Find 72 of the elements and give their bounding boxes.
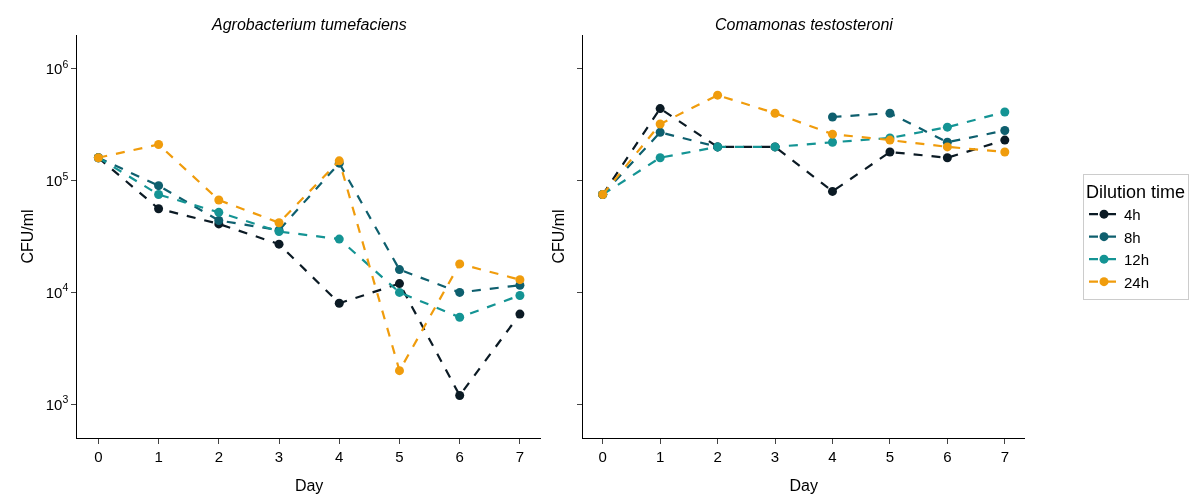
- point: [770, 108, 780, 118]
- point: [214, 195, 224, 205]
- legend-title: Dilution time: [1086, 181, 1186, 202]
- legend-label: 8h: [1124, 228, 1141, 246]
- point: [394, 265, 404, 275]
- point: [655, 119, 665, 129]
- x-tick-label: 5: [885, 448, 895, 465]
- y-tick-label: 10$^{6}$: [45, 57, 69, 77]
- x-tick-label: 7: [515, 448, 525, 465]
- x-tick-label: 0: [598, 448, 607, 465]
- point: [942, 142, 952, 152]
- y-tick-label: 10$^{4}$: [45, 281, 69, 301]
- legend-label: 12h: [1124, 251, 1150, 268]
- chart-title: Comamonas testosteroni: [715, 16, 894, 33]
- point: [154, 181, 164, 191]
- x-tick-label: 6: [943, 448, 952, 465]
- point: [214, 215, 224, 225]
- point: [885, 108, 895, 118]
- chart-title: Agrobacterium tumefaciens: [211, 16, 407, 33]
- x-tick-label: 0: [94, 448, 103, 465]
- x-axis-title: Day: [294, 476, 324, 494]
- point: [334, 298, 344, 308]
- point: [274, 218, 284, 228]
- x-tick-label: 2: [214, 448, 223, 465]
- point: [713, 90, 723, 100]
- point: [515, 275, 525, 285]
- x-tick-label: 1: [655, 448, 665, 465]
- y-axis-title: CFU/ml: [18, 209, 36, 264]
- point: [827, 129, 837, 139]
- point: [1000, 147, 1010, 157]
- x-tick-label: 3: [274, 448, 284, 465]
- point: [154, 190, 164, 200]
- point: [1000, 135, 1010, 145]
- point: [455, 312, 465, 322]
- x-tick-label: 1: [154, 448, 163, 465]
- point: [827, 112, 837, 122]
- x-tick-label: 6: [455, 448, 464, 465]
- point: [154, 204, 164, 214]
- x-tick-label: 7: [1000, 448, 1009, 465]
- legend-label: 24h: [1124, 273, 1150, 291]
- x-tick-label: 3: [770, 448, 780, 465]
- point: [655, 153, 665, 163]
- legend-label: 4h: [1124, 206, 1141, 223]
- point: [394, 366, 404, 376]
- point: [655, 104, 665, 114]
- x-tick-label: 2: [713, 448, 722, 465]
- y-tick-label: 10$^{3}$: [45, 393, 69, 413]
- point: [827, 186, 837, 196]
- point: [154, 140, 164, 150]
- point: [885, 147, 895, 157]
- point: [515, 290, 525, 300]
- y-tick-label: 10$^{5}$: [45, 169, 69, 189]
- point: [394, 279, 404, 289]
- x-axis-title: Day: [789, 476, 818, 494]
- point: [274, 239, 284, 249]
- point: [455, 259, 465, 269]
- x-tick-label: 4: [828, 448, 837, 465]
- point: [455, 287, 465, 297]
- point: [394, 287, 404, 297]
- point: [827, 137, 837, 147]
- point: [655, 127, 665, 137]
- point: [214, 207, 224, 217]
- point: [942, 153, 952, 163]
- x-tick-label: 4: [335, 448, 344, 465]
- point: [455, 390, 465, 400]
- point: [515, 309, 525, 319]
- point: [334, 234, 344, 244]
- point: [942, 122, 952, 132]
- x-tick-label: 5: [395, 448, 404, 465]
- point: [1000, 126, 1010, 136]
- point: [1000, 107, 1010, 117]
- y-axis-title: CFU/ml: [549, 209, 567, 264]
